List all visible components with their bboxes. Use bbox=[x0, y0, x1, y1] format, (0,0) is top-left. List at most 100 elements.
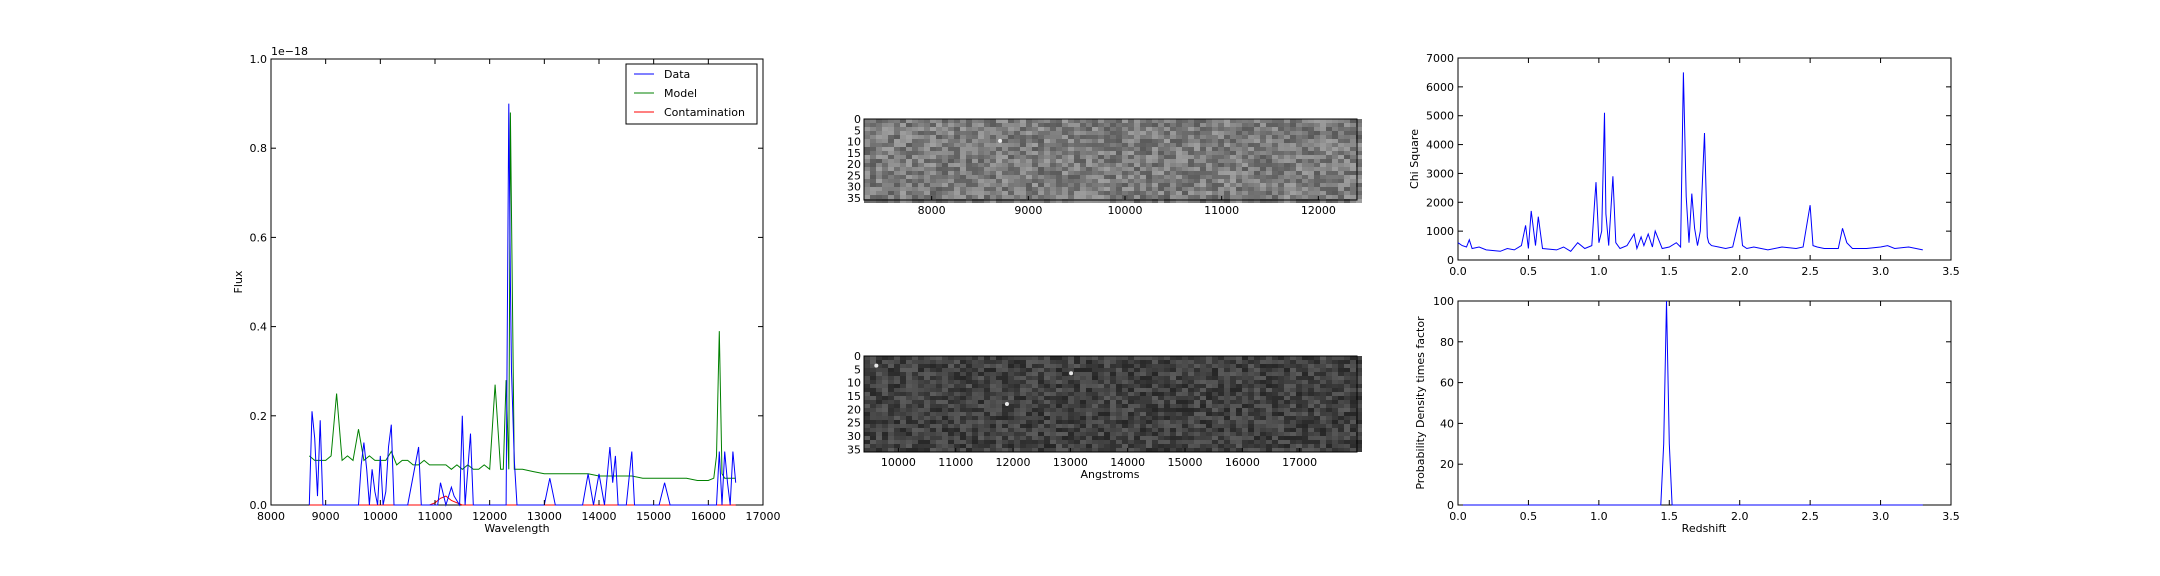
stamp-pixel bbox=[1146, 396, 1152, 400]
stamp-pixel bbox=[1194, 404, 1200, 408]
stamp-pixel bbox=[1188, 119, 1194, 123]
stamp-pixel bbox=[1326, 139, 1332, 143]
stamp-pixel bbox=[1254, 356, 1260, 360]
stamp-pixel bbox=[972, 368, 978, 372]
stamp-pixel bbox=[954, 147, 960, 151]
stamp-pixel bbox=[924, 151, 930, 155]
stamp-pixel bbox=[1080, 191, 1086, 195]
stamp-pixel bbox=[1344, 432, 1350, 436]
stamp-pixel bbox=[1338, 175, 1344, 179]
stamp-pixel bbox=[906, 179, 912, 183]
stamp-pixel bbox=[984, 131, 990, 135]
stamp-pixel bbox=[1194, 191, 1200, 195]
stamp-pixel bbox=[1056, 183, 1062, 187]
stamp-pixel bbox=[1116, 199, 1122, 203]
stamp-pixel bbox=[870, 436, 876, 440]
stamp-pixel bbox=[1356, 187, 1362, 191]
stamp-pixel bbox=[918, 127, 924, 131]
stamp-pixel bbox=[888, 444, 894, 448]
stamp-pixel bbox=[1086, 163, 1092, 167]
stamp-pixel bbox=[1032, 400, 1038, 404]
stamp-pixel bbox=[864, 380, 870, 384]
stamp-pixel bbox=[1140, 436, 1146, 440]
stamp-pixel bbox=[1026, 372, 1032, 376]
stamp-pixel bbox=[1320, 432, 1326, 436]
stamp-pixel bbox=[1344, 424, 1350, 428]
stamp-pixel bbox=[882, 364, 888, 368]
stamp-pixel bbox=[864, 412, 870, 416]
stamp-pixel bbox=[1140, 183, 1146, 187]
stamp-pixel bbox=[1056, 448, 1062, 452]
stamp-pixel bbox=[942, 195, 948, 199]
stamp-pixel bbox=[1260, 127, 1266, 131]
stamp-pixel bbox=[1212, 400, 1218, 404]
stamp-pixel bbox=[942, 131, 948, 135]
stamp-pixel bbox=[978, 199, 984, 203]
stamp-pixel bbox=[1284, 428, 1290, 432]
stamp-pixel bbox=[1068, 163, 1074, 167]
stamp-pixel bbox=[1050, 187, 1056, 191]
stamp-pixel bbox=[1146, 155, 1152, 159]
stamp-pixel bbox=[906, 163, 912, 167]
stamp-pixel bbox=[948, 199, 954, 203]
stamp-pixel bbox=[936, 428, 942, 432]
stamp-pixel bbox=[1026, 356, 1032, 360]
stamp-pixel bbox=[966, 135, 972, 139]
stamp-pixel bbox=[1248, 119, 1254, 123]
stamp-pixel bbox=[1158, 400, 1164, 404]
stamp-pixel bbox=[1146, 163, 1152, 167]
stamp-pixel bbox=[1152, 384, 1158, 388]
stamp-pixel bbox=[888, 187, 894, 191]
stamp-pixel bbox=[1116, 396, 1122, 400]
stamp-pixel bbox=[1308, 183, 1314, 187]
stamp-pixel bbox=[1182, 155, 1188, 159]
stamp-pixel bbox=[1302, 432, 1308, 436]
stamp-pixel bbox=[1254, 420, 1260, 424]
stamp-pixel bbox=[1320, 436, 1326, 440]
stamp-pixel bbox=[1104, 195, 1110, 199]
stamp-pixel bbox=[1338, 167, 1344, 171]
stamp-pixel bbox=[906, 135, 912, 139]
stamp-pixel bbox=[1320, 404, 1326, 408]
stamp-pixel bbox=[1062, 191, 1068, 195]
stamp-pixel bbox=[1056, 364, 1062, 368]
stamp-pixel bbox=[1092, 199, 1098, 203]
stamp-pixel bbox=[1038, 187, 1044, 191]
stamp-pixel bbox=[1134, 364, 1140, 368]
stamp-pixel bbox=[1164, 416, 1170, 420]
stamp-pixel bbox=[1182, 404, 1188, 408]
stamp-pixel bbox=[1278, 444, 1284, 448]
stamp-pixel bbox=[1206, 191, 1212, 195]
stamp-pixel bbox=[1134, 420, 1140, 424]
stamp-pixel bbox=[990, 159, 996, 163]
stamp-pixel bbox=[1098, 155, 1104, 159]
stamp-pixel bbox=[1038, 420, 1044, 424]
stamp-pixel bbox=[1284, 199, 1290, 203]
stamp-pixel bbox=[1200, 440, 1206, 444]
stamp-pixel bbox=[864, 123, 870, 127]
stamp-pixel bbox=[1062, 127, 1068, 131]
stamp-pixel bbox=[900, 135, 906, 139]
stamp-pixel bbox=[1092, 139, 1098, 143]
stamp-pixel bbox=[1326, 163, 1332, 167]
stamp-pixel bbox=[978, 143, 984, 147]
stamp-pixel bbox=[1242, 360, 1248, 364]
stamp-pixel bbox=[1188, 424, 1194, 428]
stamp-pixel bbox=[1044, 143, 1050, 147]
stamp-pixel bbox=[864, 119, 870, 123]
stamp-pixel bbox=[930, 199, 936, 203]
stamp-pixel bbox=[864, 155, 870, 159]
stamp-pixel bbox=[1158, 376, 1164, 380]
stamp-pixel bbox=[1128, 183, 1134, 187]
stamp-pixel bbox=[1350, 368, 1356, 372]
stamp-pixel bbox=[1200, 444, 1206, 448]
stamp-pixel bbox=[1104, 448, 1110, 452]
stamp-pixel bbox=[990, 187, 996, 191]
stamp-pixel bbox=[1062, 408, 1068, 412]
stamp-pixel bbox=[1032, 151, 1038, 155]
stamp-y-tick-label: 15 bbox=[847, 147, 861, 160]
stamp-pixel bbox=[1314, 143, 1320, 147]
stamp-pixel bbox=[1194, 187, 1200, 191]
chi-square-y-tick-label: 7000 bbox=[1426, 52, 1454, 65]
stamp-pixel bbox=[942, 179, 948, 183]
